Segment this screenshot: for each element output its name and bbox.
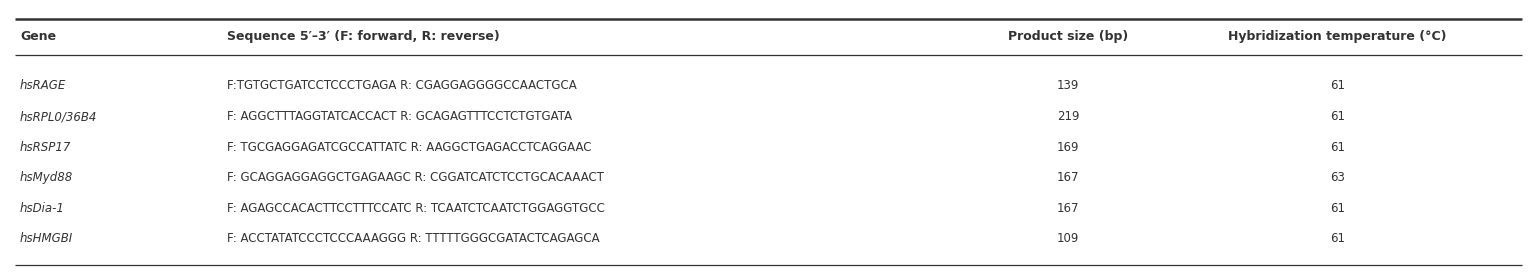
Text: Hybridization temperature (°C): Hybridization temperature (°C) <box>1228 30 1446 43</box>
Text: 139: 139 <box>1057 79 1079 93</box>
Text: 61: 61 <box>1330 110 1345 123</box>
Text: Product size (bp): Product size (bp) <box>1008 30 1128 43</box>
Text: 167: 167 <box>1057 171 1079 184</box>
Text: F: AGGCTTTAGGTATCACCACT R: GCAGAGTTTCCTCTGTGATA: F: AGGCTTTAGGTATCACCACT R: GCAGAGTTTCCTC… <box>227 110 573 123</box>
Text: 61: 61 <box>1330 202 1345 215</box>
Text: F: GCAGGAGGAGGCTGAGAAGC R: CGGATCATCTCCTGCACAAACT: F: GCAGGAGGAGGCTGAGAAGC R: CGGATCATCTCCT… <box>227 171 604 184</box>
Text: F: ACCTATATCCCTCCCAAAGGG R: TTTTTGGGCGATACTCAGAGCA: F: ACCTATATCCCTCCCAAAGGG R: TTTTTGGGCGAT… <box>227 232 599 245</box>
Text: hsRAGE: hsRAGE <box>20 79 66 93</box>
Text: hsMyd88: hsMyd88 <box>20 171 74 184</box>
Text: hsDia-1: hsDia-1 <box>20 202 65 215</box>
Text: 219: 219 <box>1057 110 1079 123</box>
Text: hsRPL0/36B4: hsRPL0/36B4 <box>20 110 97 123</box>
Text: 109: 109 <box>1057 232 1079 245</box>
Text: Gene: Gene <box>20 30 57 43</box>
Text: F:TGTGCTGATCCTCCCTGAGA R: CGAGGAGGGGCCAACTGCA: F:TGTGCTGATCCTCCCTGAGA R: CGAGGAGGGGCCAA… <box>227 79 578 93</box>
Text: hsHMGBI: hsHMGBI <box>20 232 74 245</box>
Text: 63: 63 <box>1330 171 1345 184</box>
Text: 167: 167 <box>1057 202 1079 215</box>
Text: F: AGAGCCACACTTCCTTTCCATC R: TCAATCTCAATCTGGAGGTGCC: F: AGAGCCACACTTCCTTTCCATC R: TCAATCTCAAT… <box>227 202 606 215</box>
Text: 61: 61 <box>1330 141 1345 154</box>
Text: F: TGCGAGGAGATCGCCATTATC R: AAGGCTGAGACCTCAGGAAC: F: TGCGAGGAGATCGCCATTATC R: AAGGCTGAGACC… <box>227 141 592 154</box>
Text: hsRSP17: hsRSP17 <box>20 141 71 154</box>
Text: 169: 169 <box>1057 141 1079 154</box>
Text: 61: 61 <box>1330 232 1345 245</box>
Text: Sequence 5′–3′ (F: forward, R: reverse): Sequence 5′–3′ (F: forward, R: reverse) <box>227 30 500 43</box>
Text: 61: 61 <box>1330 79 1345 93</box>
